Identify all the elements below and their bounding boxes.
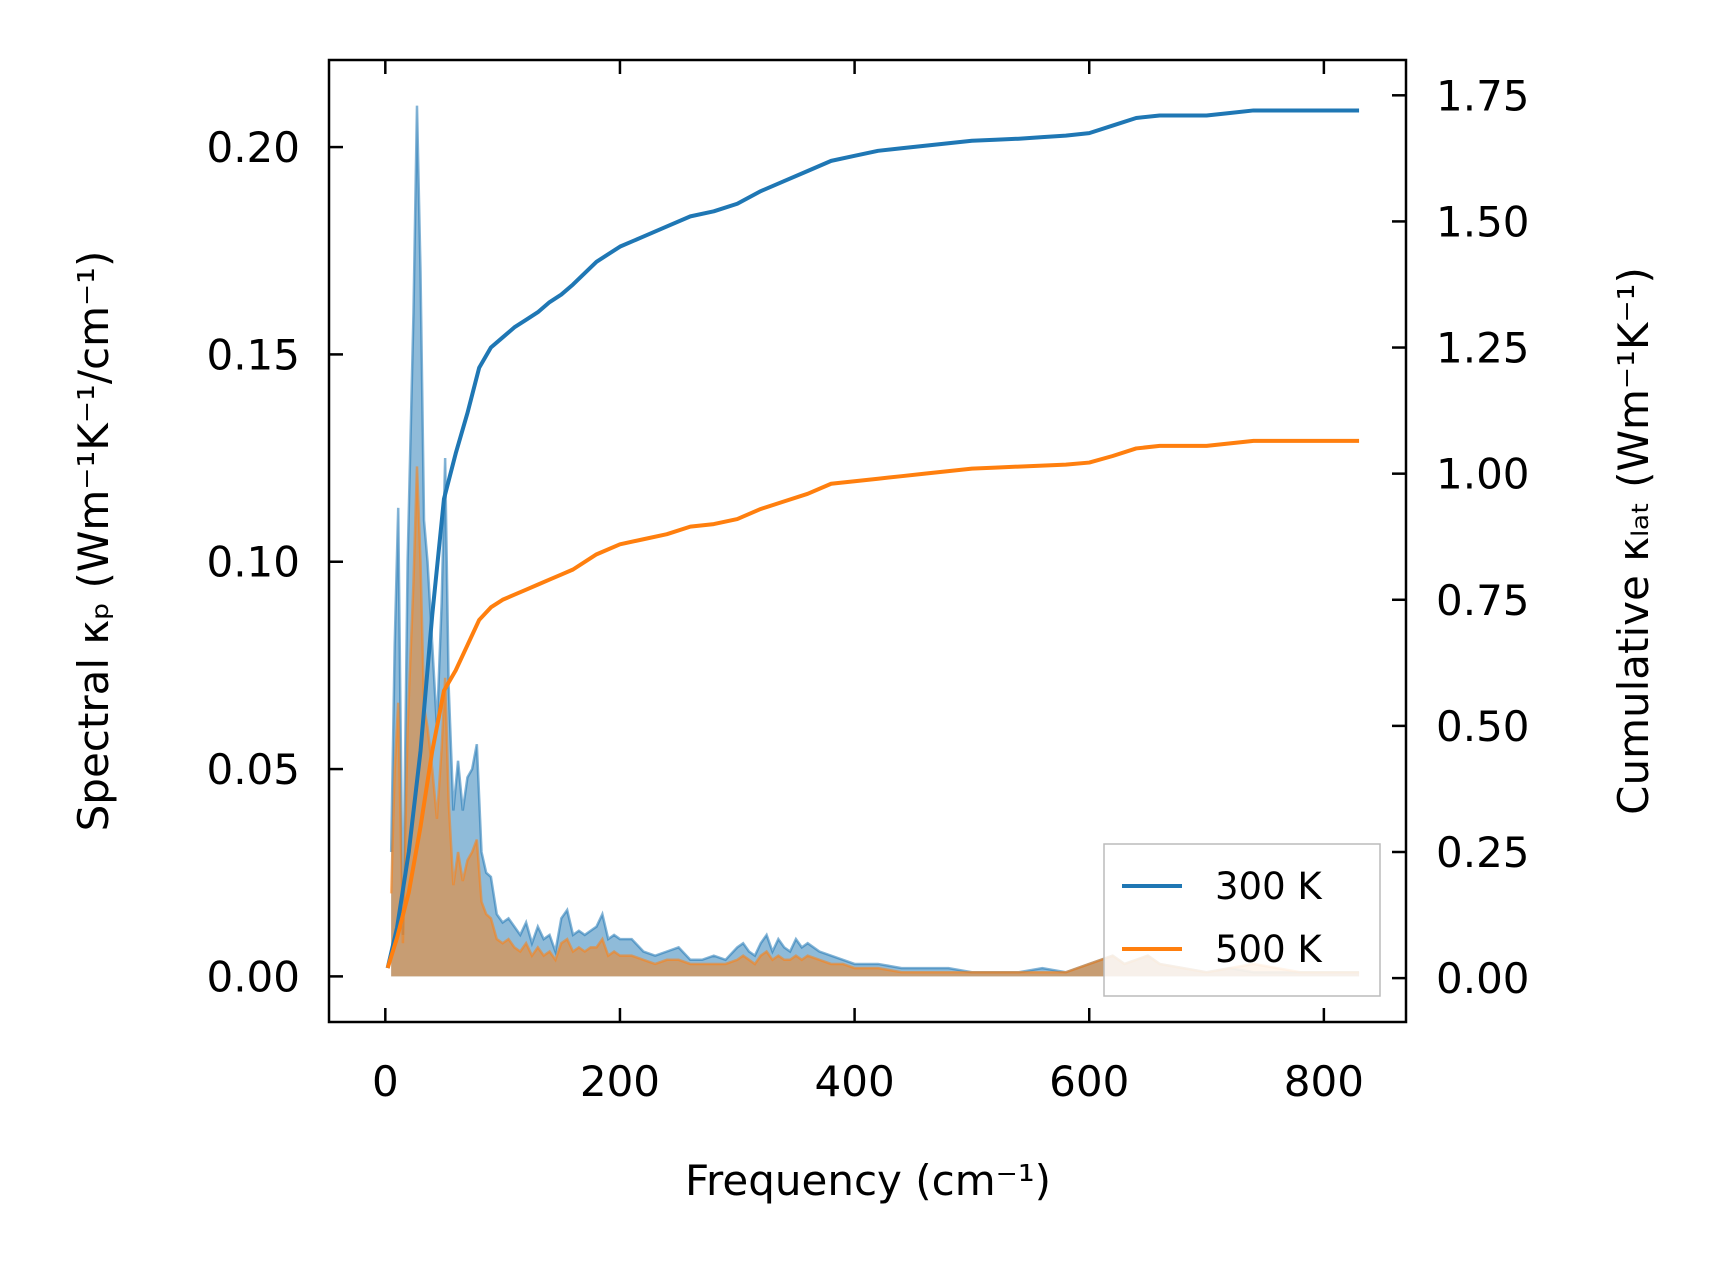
legend-label-500k: 500 K <box>1215 928 1323 971</box>
y-right-tick-label: 0.50 <box>1436 702 1530 751</box>
x-tick-label: 200 <box>580 1057 660 1106</box>
y-right-tick-label: 1.25 <box>1436 324 1530 373</box>
legend-label-300k: 300 K <box>1215 865 1323 908</box>
x-tick-label: 0 <box>372 1057 399 1106</box>
ticks-layer: 0 200 400 600 800 0.00 0.05 0.10 0.15 0.20 0.00 0.2… <box>206 60 1530 1106</box>
spectral-line-500k <box>389 466 1360 974</box>
y-right-tick-label: 1.75 <box>1436 71 1530 120</box>
y-axis-right-title: Cumulative κₗₐₜ (Wm⁻¹K⁻¹) <box>1609 267 1658 815</box>
y-right-tick-label: 0.75 <box>1436 576 1530 625</box>
cumulative-line-500k <box>385 438 1360 969</box>
y-right-tick-label: 1.50 <box>1436 197 1530 246</box>
legend: 300 K 500 K <box>1103 843 1381 997</box>
y-left-tick-label: 0.05 <box>206 745 300 794</box>
y-right-tick-label: 0.00 <box>1436 954 1530 1003</box>
y-axis-left-title: Spectral κₚ (Wm⁻¹K⁻¹/cm⁻¹) <box>69 251 118 832</box>
spectral-area-300k <box>391 105 1360 977</box>
y-right-tick-label: 0.25 <box>1436 828 1530 877</box>
y-left-tick-label: 0.20 <box>206 123 300 172</box>
y-left-tick-label: 0.00 <box>206 952 300 1001</box>
x-tick-label: 400 <box>815 1057 895 1106</box>
spectral-area-500k <box>391 466 1360 977</box>
legend-box <box>1103 843 1381 997</box>
y-left-tick-label: 0.10 <box>206 538 300 587</box>
x-tick-label: 600 <box>1049 1057 1129 1106</box>
x-axis-title: Frequency (cm⁻¹) <box>685 1156 1051 1205</box>
cumulative-layer <box>385 108 1360 969</box>
spectral-line-300k <box>389 105 1360 974</box>
x-tick-label: 800 <box>1284 1057 1364 1106</box>
spectral-layer <box>389 105 1360 977</box>
plot-frame <box>327 58 1408 1024</box>
y-right-tick-label: 1.00 <box>1436 450 1530 499</box>
cumulative-line-300k <box>385 108 1360 969</box>
y-left-tick-label: 0.15 <box>206 330 300 379</box>
